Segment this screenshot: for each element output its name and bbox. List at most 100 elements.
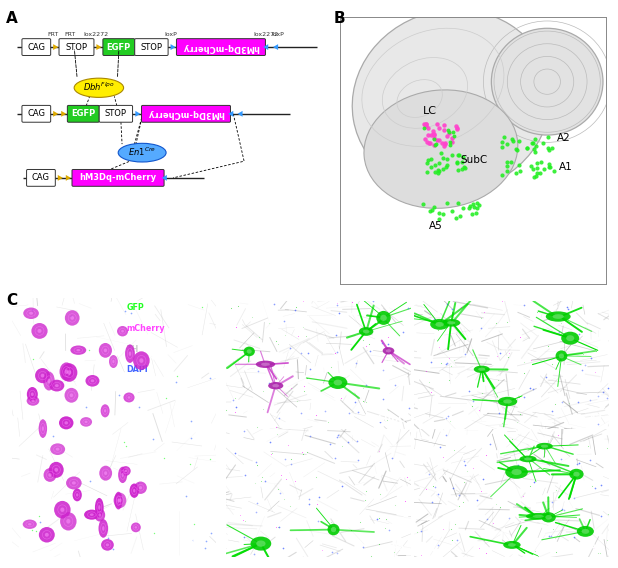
Ellipse shape <box>104 409 106 412</box>
Ellipse shape <box>60 512 77 531</box>
Ellipse shape <box>524 457 532 461</box>
Ellipse shape <box>435 322 444 327</box>
Polygon shape <box>61 111 66 117</box>
Ellipse shape <box>45 533 49 537</box>
FancyBboxPatch shape <box>177 39 266 56</box>
Ellipse shape <box>328 524 339 535</box>
Ellipse shape <box>503 399 512 404</box>
Text: A: A <box>6 11 18 26</box>
Ellipse shape <box>526 513 551 520</box>
Ellipse shape <box>99 466 112 481</box>
Ellipse shape <box>109 355 118 368</box>
Ellipse shape <box>43 468 56 482</box>
FancyBboxPatch shape <box>22 39 51 56</box>
Ellipse shape <box>112 360 114 363</box>
Ellipse shape <box>61 508 64 512</box>
FancyBboxPatch shape <box>67 106 99 122</box>
Text: B: B <box>334 11 345 26</box>
Text: EGFP: EGFP <box>71 109 95 118</box>
Ellipse shape <box>250 537 271 550</box>
Text: A5: A5 <box>429 221 442 231</box>
Ellipse shape <box>559 353 564 358</box>
Ellipse shape <box>541 445 548 448</box>
Ellipse shape <box>54 501 70 519</box>
Ellipse shape <box>139 486 142 489</box>
Ellipse shape <box>541 512 556 523</box>
FancyBboxPatch shape <box>99 106 133 122</box>
Text: DAPI: DAPI <box>127 365 148 374</box>
Ellipse shape <box>273 384 279 387</box>
Ellipse shape <box>27 396 40 406</box>
Ellipse shape <box>101 539 114 551</box>
Text: LC: LC <box>186 536 200 546</box>
Ellipse shape <box>135 526 137 529</box>
FancyBboxPatch shape <box>72 169 164 186</box>
Ellipse shape <box>91 379 94 382</box>
Text: C: C <box>6 293 17 307</box>
Ellipse shape <box>386 349 391 352</box>
Ellipse shape <box>268 382 283 390</box>
Ellipse shape <box>61 364 77 382</box>
Ellipse shape <box>121 330 124 332</box>
Ellipse shape <box>49 462 64 478</box>
Ellipse shape <box>35 368 50 383</box>
Ellipse shape <box>99 343 112 358</box>
Ellipse shape <box>364 90 518 208</box>
Polygon shape <box>228 111 234 117</box>
Ellipse shape <box>95 508 105 521</box>
Ellipse shape <box>122 473 124 477</box>
Polygon shape <box>58 175 63 181</box>
Ellipse shape <box>119 499 122 502</box>
FancyBboxPatch shape <box>22 106 51 122</box>
Text: STOP: STOP <box>140 43 163 52</box>
Ellipse shape <box>66 477 82 490</box>
Ellipse shape <box>478 367 485 371</box>
Text: STOP: STOP <box>66 43 88 52</box>
Text: hM3Dq-mCherry: hM3Dq-mCherry <box>182 43 260 52</box>
Ellipse shape <box>49 380 64 391</box>
Ellipse shape <box>243 346 255 356</box>
Ellipse shape <box>65 310 80 325</box>
Ellipse shape <box>114 492 126 508</box>
Ellipse shape <box>117 498 119 503</box>
Ellipse shape <box>50 444 65 455</box>
Ellipse shape <box>545 515 552 520</box>
Ellipse shape <box>59 416 74 429</box>
Ellipse shape <box>331 527 336 532</box>
FancyBboxPatch shape <box>27 169 56 186</box>
Ellipse shape <box>256 540 266 547</box>
Ellipse shape <box>98 505 100 510</box>
FancyBboxPatch shape <box>142 106 231 122</box>
Ellipse shape <box>39 527 55 542</box>
Ellipse shape <box>546 311 570 321</box>
Ellipse shape <box>41 374 44 378</box>
Ellipse shape <box>43 371 55 391</box>
Ellipse shape <box>134 482 147 494</box>
Ellipse shape <box>74 78 124 97</box>
Text: hM3Dq-mCherry: hM3Dq-mCherry <box>80 173 156 182</box>
Text: CAG: CAG <box>27 43 45 52</box>
Ellipse shape <box>98 519 108 538</box>
Text: A2: A2 <box>556 133 570 143</box>
Ellipse shape <box>65 369 68 374</box>
Text: $\it{Dbh}^{Flpo}$: $\it{Dbh}^{Flpo}$ <box>83 81 115 93</box>
Ellipse shape <box>121 466 130 476</box>
Ellipse shape <box>552 314 564 319</box>
Text: A2: A2 <box>588 414 603 424</box>
Ellipse shape <box>491 28 603 135</box>
Ellipse shape <box>70 394 73 397</box>
Text: $\it{En1}^{Cre}$: $\it{En1}^{Cre}$ <box>128 145 156 158</box>
Text: lox2272: lox2272 <box>84 32 109 36</box>
Ellipse shape <box>98 513 101 517</box>
Polygon shape <box>53 44 58 50</box>
Polygon shape <box>66 175 71 181</box>
Ellipse shape <box>104 471 108 475</box>
Ellipse shape <box>566 335 574 341</box>
Ellipse shape <box>556 350 567 361</box>
FancyBboxPatch shape <box>103 39 135 56</box>
Text: CAG: CAG <box>27 109 45 118</box>
Ellipse shape <box>54 468 58 472</box>
Ellipse shape <box>498 397 517 406</box>
Ellipse shape <box>328 376 347 389</box>
Ellipse shape <box>28 523 32 525</box>
